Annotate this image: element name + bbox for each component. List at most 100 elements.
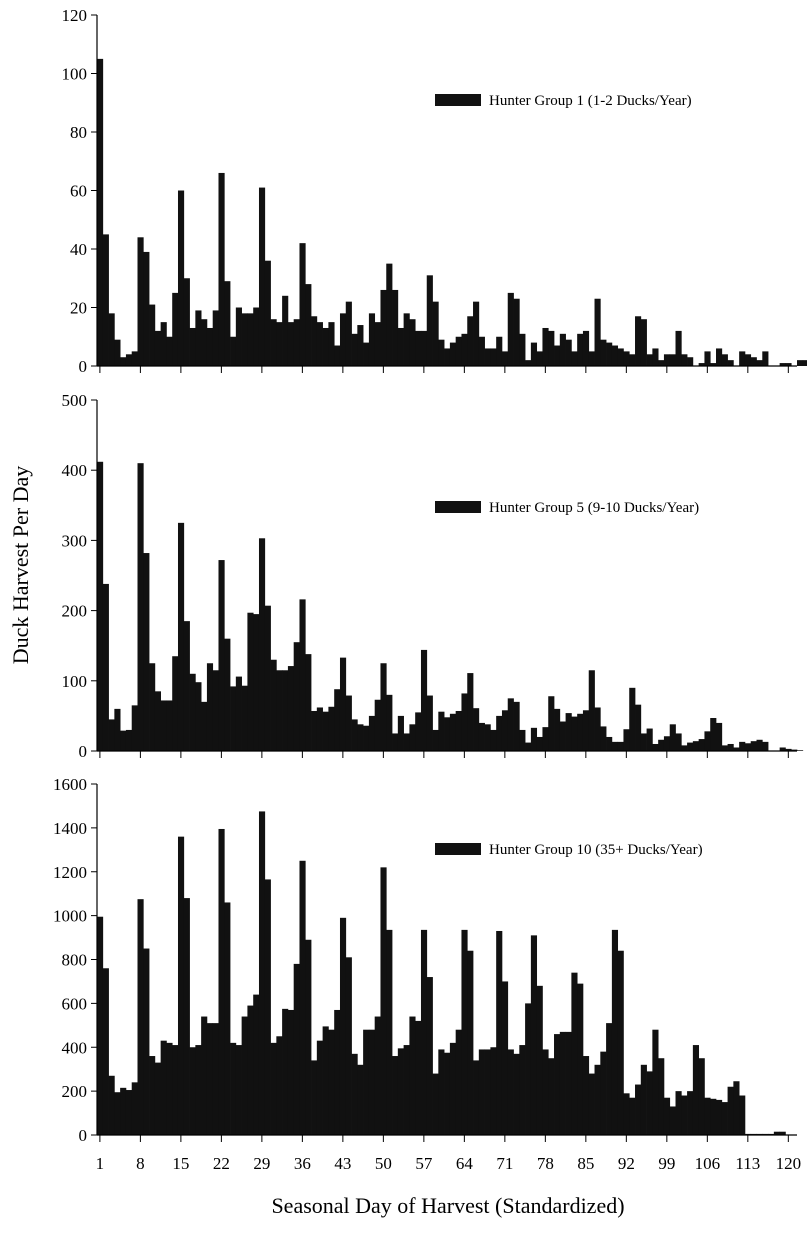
bar [478,722,485,751]
bar [334,689,341,751]
bar [744,743,752,751]
bar [386,694,393,751]
bar [496,930,503,1135]
bar [270,659,277,751]
bar [420,330,428,366]
bar [114,708,121,751]
bar [97,461,104,751]
bar [438,339,445,366]
bar [739,351,746,367]
bar [594,707,601,751]
bar [623,1093,630,1135]
y-tick-label: 100 [62,65,88,84]
bar [698,739,705,751]
bar [716,348,723,366]
bar [687,357,694,366]
bar [415,712,422,751]
bar [640,319,647,366]
bar [235,676,242,751]
bar [230,686,237,751]
bar [392,1056,399,1135]
bar [392,289,399,366]
bar [507,698,514,751]
bar [392,733,399,751]
bar [571,351,578,367]
bar [519,729,526,751]
x-tick-label: 15 [172,1154,189,1173]
bar [241,313,248,366]
bar [501,981,509,1135]
bar [704,731,711,751]
bar [444,348,451,366]
bar [189,673,196,751]
bar [762,741,769,751]
bar [357,325,364,366]
y-tick-label: 0 [79,357,88,376]
bar [426,695,433,751]
bar [415,330,422,366]
bar [733,747,740,751]
bar [600,726,607,751]
bar [409,319,416,366]
bar [785,363,792,366]
y-axis-title: Duck Harvest Per Day [8,466,33,665]
bar [420,649,428,751]
chart-panel-2: 0 100 200 300 400 500 Hunter Group 5 (9-10 Duc… [62,391,804,761]
bar [351,719,358,751]
bar [530,935,538,1135]
bar [368,715,376,751]
bar [328,706,335,751]
x-tick-label: 57 [415,1154,433,1173]
bar [501,351,509,367]
bar [588,351,595,367]
bar [311,710,318,751]
bar [473,301,480,366]
bar [160,700,167,751]
bar [461,333,468,366]
bar [797,750,804,751]
bar [617,741,624,751]
bar [282,670,289,751]
y-tick-label: 20 [70,299,87,318]
bar [264,605,271,751]
bar [357,724,364,751]
bar [403,1045,410,1135]
bar [172,1045,179,1135]
bar [264,260,271,366]
bar [374,1016,381,1135]
bar [744,354,752,366]
bar [114,1092,121,1135]
bar [328,322,335,367]
bar [154,330,161,366]
y-tick-label: 1600 [53,775,87,794]
bar [530,727,538,751]
y-tick-label: 60 [70,182,87,201]
bar [496,336,503,366]
bar [183,898,190,1135]
bar [577,333,584,366]
bar [762,351,769,367]
bar [305,654,312,751]
bar [149,663,156,751]
bar [108,719,115,751]
bar [663,1097,671,1135]
bar [328,1029,335,1135]
bar [368,313,376,366]
bar [137,463,144,751]
bar [692,741,700,751]
y-tick-label: 200 [62,602,88,621]
bar [652,1029,659,1135]
bar [166,700,173,751]
bar [449,342,457,366]
bar [756,739,763,751]
bar [704,351,711,367]
bar [577,713,584,751]
y-tick-label: 400 [62,461,88,480]
bar [397,327,404,366]
y-tick-label: 0 [79,742,88,761]
bar [519,333,526,366]
legend-label: Hunter Group 5 (9-10 Ducks/Year) [489,500,699,516]
bar [582,330,590,366]
bar [658,739,665,751]
bar [97,916,104,1135]
